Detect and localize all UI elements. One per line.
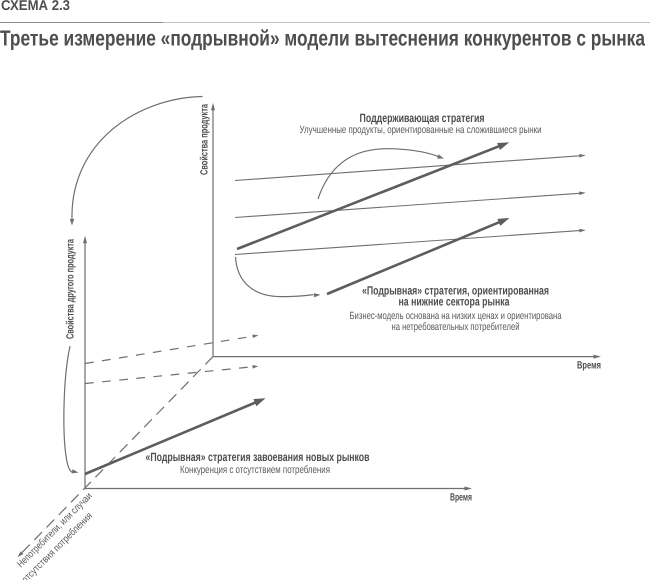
svg-text:Время: Время xyxy=(577,360,601,372)
svg-text:Время: Время xyxy=(450,492,472,504)
svg-text:«Подрывная» стратегия, ориенти: «Подрывная» стратегия, ориентированная xyxy=(362,284,549,298)
svg-text:на нижние сектора рынка: на нижние сектора рынка xyxy=(399,295,510,309)
svg-text:Свойства продукта: Свойства продукта xyxy=(199,104,211,175)
svg-text:Поддерживающая стратегия: Поддерживающая стратегия xyxy=(360,111,485,125)
svg-text:на нетребовательных потребител: на нетребовательных потребителей xyxy=(392,321,520,333)
svg-text:Улучшенные продукты, ориентиро: Улучшенные продукты, ориентированные на … xyxy=(300,124,542,136)
svg-text:Бизнес-модель основана на низк: Бизнес-модель основана на низких ценах и… xyxy=(350,310,562,322)
svg-text:Конкуренция с отсутствием потр: Конкуренция с отсутствием потребления xyxy=(180,464,330,476)
svg-text:Свойства другого продукта: Свойства другого продукта xyxy=(65,239,77,339)
svg-text:«Подрывная» стратегия завоеван: «Подрывная» стратегия завоевания новых р… xyxy=(146,450,370,464)
svg-text:СХЕМА 2.3: СХЕМА 2.3 xyxy=(1,0,70,14)
svg-text:Третье измерение «подрывной» м: Третье измерение «подрывной» модели выте… xyxy=(0,25,646,50)
